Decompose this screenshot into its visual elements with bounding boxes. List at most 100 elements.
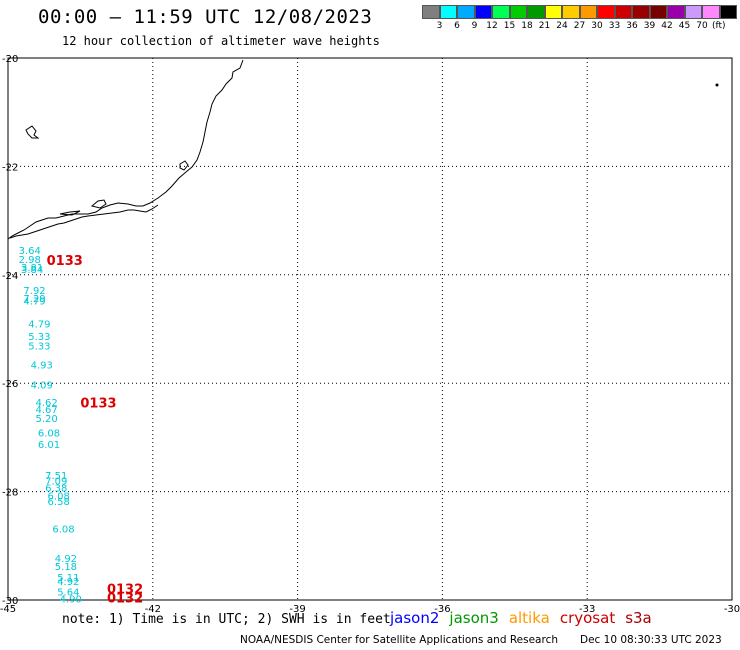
color-scale-labels: 3 6 9 12 15 18 21 24 27 30 33 36 39 42 45 70 xyxy=(422,21,732,33)
color-scale-tick: 45 xyxy=(678,21,691,31)
color-scale-tick: 9 xyxy=(471,21,478,31)
map-frame xyxy=(7,57,733,601)
wave-height-labels: 3.642.983.813.847.927.294.794.795.335.33… xyxy=(19,246,82,606)
lon-tick-label: -42 xyxy=(145,604,161,615)
lon-tick-label: -33 xyxy=(579,604,595,615)
island-marambaia xyxy=(59,210,81,216)
swh-value-label: 6.01 xyxy=(38,440,60,451)
swh-value-label: 2.98 xyxy=(19,255,41,266)
swh-value-label: 4.09 xyxy=(31,381,53,392)
color-scale-swatch xyxy=(702,5,720,19)
page-subtitle: 12 hour collection of altimeter wave hei… xyxy=(62,34,380,48)
color-scale-tick: 30 xyxy=(591,21,603,31)
color-scale-bar xyxy=(422,5,737,19)
lat-tick-label: -22 xyxy=(2,162,18,173)
color-scale-tick: 18 xyxy=(521,21,533,31)
swh-value-label: 3.81 xyxy=(21,263,43,274)
swh-value-label: 7.29 xyxy=(23,294,45,305)
swh-value-label: 4.62 xyxy=(35,398,57,409)
color-scale-swatch xyxy=(614,5,632,19)
swh-value-label: 6.08 xyxy=(52,524,74,535)
legend-item-cryosat: cryosat xyxy=(559,609,616,627)
units-note: note: 1) Time is in UTC; 2) SWH is in fe… xyxy=(62,612,391,627)
color-scale-tick: 6 xyxy=(454,21,460,31)
color-scale-swatch xyxy=(684,5,702,19)
swh-value-label: 4.79 xyxy=(28,319,50,330)
swh-value-label: 5.33 xyxy=(28,332,50,343)
color-scale-unit: (ft) xyxy=(712,21,726,31)
color-scale-tick: 42 xyxy=(661,21,673,31)
pass-time-label: 0132 xyxy=(107,582,143,597)
color-scale-swatch xyxy=(667,5,685,19)
lat-tick-label: -28 xyxy=(2,488,18,499)
color-scale-tick: 12 xyxy=(486,21,498,31)
generated-timestamp: Dec 10 08:30:33 UTC 2023 xyxy=(580,634,722,646)
swh-value-label: 6.58 xyxy=(48,497,70,508)
lat-tick-label: -20 xyxy=(2,54,18,65)
pass-time-label: 0132 xyxy=(107,592,143,607)
swh-value-label: 4.90 xyxy=(60,595,82,606)
legend-item-altika: altika xyxy=(508,609,550,627)
swh-value-label: 5.20 xyxy=(35,414,57,425)
color-scale-tick: 36 xyxy=(626,21,638,31)
color-scale-tick: 27 xyxy=(573,21,586,31)
swh-value-label: 4.92 xyxy=(55,554,77,565)
swh-value-label: 7.51 xyxy=(45,471,67,482)
swh-value-label: 5.33 xyxy=(28,342,50,353)
lon-tick-label: -39 xyxy=(289,604,305,615)
lon-tick-label: -30 xyxy=(724,604,740,615)
trindade-island xyxy=(715,83,719,87)
lat-tick-label: -26 xyxy=(2,379,18,390)
graticule xyxy=(7,57,733,601)
color-scale-swatch xyxy=(597,5,615,19)
coastline xyxy=(7,59,244,240)
pass-time-label: 0133 xyxy=(80,397,116,412)
color-scale-swatch xyxy=(509,5,527,19)
swh-value-label: 3.84 xyxy=(21,265,43,276)
color-scale-tick: 3 xyxy=(436,21,443,31)
swh-value-label: 4.79 xyxy=(23,297,45,308)
color-scale-tick: 21 xyxy=(538,21,551,31)
swh-value-label: 7.92 xyxy=(23,286,45,297)
swh-value-label: 5.11 xyxy=(57,573,79,584)
color-scale-swatch xyxy=(439,5,457,19)
color-scale-tick: 39 xyxy=(643,21,656,31)
color-scale-swatch xyxy=(719,5,737,19)
lon-tick-label: -45 xyxy=(0,604,16,615)
credit-footer: NOAA/NESDIS Center for Satellite Applica… xyxy=(240,634,558,646)
lagoon-feature xyxy=(179,160,189,171)
color-scale-swatch xyxy=(474,5,492,19)
color-scale-swatch xyxy=(544,5,562,19)
color-scale-swatch xyxy=(457,5,475,19)
swh-value-label: 4.67 xyxy=(35,405,57,416)
axis-ticks: -45 -42 -39 -36 -33 -30 -20 -22 -24 -26 -28 -30 xyxy=(0,54,740,615)
swh-value-label: 5.18 xyxy=(55,562,77,573)
coastline-bay xyxy=(9,204,159,239)
swh-value-label: 6.38 xyxy=(45,484,67,495)
color-scale-tick: 15 xyxy=(503,21,516,31)
color-scale-tick: 33 xyxy=(608,21,621,31)
legend-item-jason2: jason2 xyxy=(390,609,440,627)
legend-item-jason3: jason3 xyxy=(449,609,499,627)
swh-value-label: 3.64 xyxy=(19,246,41,257)
page-title: 00:00 – 11:59 UTC 12/08/2023 xyxy=(38,6,373,28)
lon-tick-label: -36 xyxy=(434,604,450,615)
legend-item-s3a: s3a xyxy=(625,609,652,627)
pass-time-label: 0133 xyxy=(47,254,83,269)
satellite-legend: jason2 jason3 altika cryosat s3a xyxy=(390,609,662,627)
color-scale-swatch xyxy=(649,5,667,19)
lat-tick-label: -30 xyxy=(2,596,18,607)
color-scale-swatch xyxy=(579,5,597,19)
lat-tick-label: -24 xyxy=(2,271,18,282)
swh-value-label: 6.08 xyxy=(38,428,60,439)
swh-value-label: 5.64 xyxy=(57,588,79,599)
color-scale-swatch xyxy=(422,5,440,19)
color-scale-tick: 24 xyxy=(556,21,568,31)
swh-value-label: 4.92 xyxy=(57,577,79,588)
color-scale-swatch xyxy=(562,5,580,19)
swh-value-label: 7.09 xyxy=(45,477,67,488)
inland-lake xyxy=(25,125,40,139)
swh-value-label: 4.93 xyxy=(31,361,53,372)
color-scale-swatch xyxy=(527,5,545,19)
